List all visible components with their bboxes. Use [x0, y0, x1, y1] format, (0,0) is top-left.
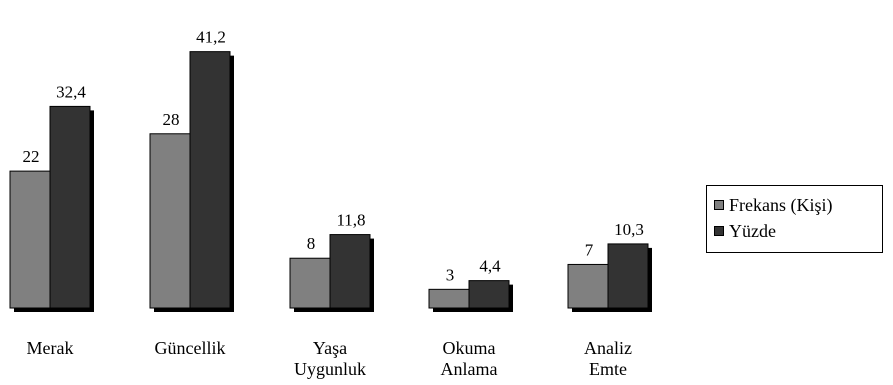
bar-frekans [428, 288, 470, 309]
data-label: 10,3 [614, 220, 644, 239]
legend-label-yuzde: Yüzde [729, 220, 776, 241]
bar-yuzde [607, 243, 649, 309]
bars-group [9, 51, 652, 313]
category-label: Okuma [443, 338, 496, 358]
data-labels-group: 22 32,4 28 41,2 8 11,8 3 4,4 7 10,3 [23, 28, 644, 285]
bar-frekans [289, 257, 331, 309]
data-label: 7 [585, 240, 594, 259]
data-label: 41,2 [196, 28, 226, 47]
data-label: 8 [307, 234, 316, 253]
legend-item-frekans: Frekans (Kişi) [714, 192, 882, 218]
bar-frekans [149, 133, 191, 309]
legend-item-yuzde: Yüzde [714, 218, 882, 244]
category-label: Anlama [441, 359, 498, 379]
data-label: 22 [23, 147, 40, 166]
data-label: 3 [446, 265, 455, 284]
category-label: Merak [27, 338, 74, 358]
legend-label-frekans: Frekans (Kişi) [729, 194, 833, 215]
bar-frekans [9, 170, 51, 309]
legend: Frekans (Kişi) Yüzde [706, 185, 883, 253]
bar-yuzde [468, 280, 510, 309]
bar-frekans [567, 263, 609, 309]
category-label: Güncellik [155, 338, 226, 358]
legend-swatch-yuzde [714, 226, 724, 236]
bar-yuzde [329, 234, 371, 309]
data-label: 32,4 [56, 82, 86, 101]
data-label: 28 [163, 110, 180, 129]
bar-yuzde [49, 105, 91, 309]
category-label: Emte [589, 359, 627, 379]
category-label: Yaşa [313, 338, 347, 358]
category-label: Uygunluk [294, 359, 366, 379]
legend-swatch-frekans [714, 200, 724, 210]
bar-yuzde [189, 51, 231, 309]
category-label: Analiz [584, 338, 632, 358]
data-label: 4,4 [479, 257, 501, 276]
data-label: 11,8 [336, 211, 365, 230]
